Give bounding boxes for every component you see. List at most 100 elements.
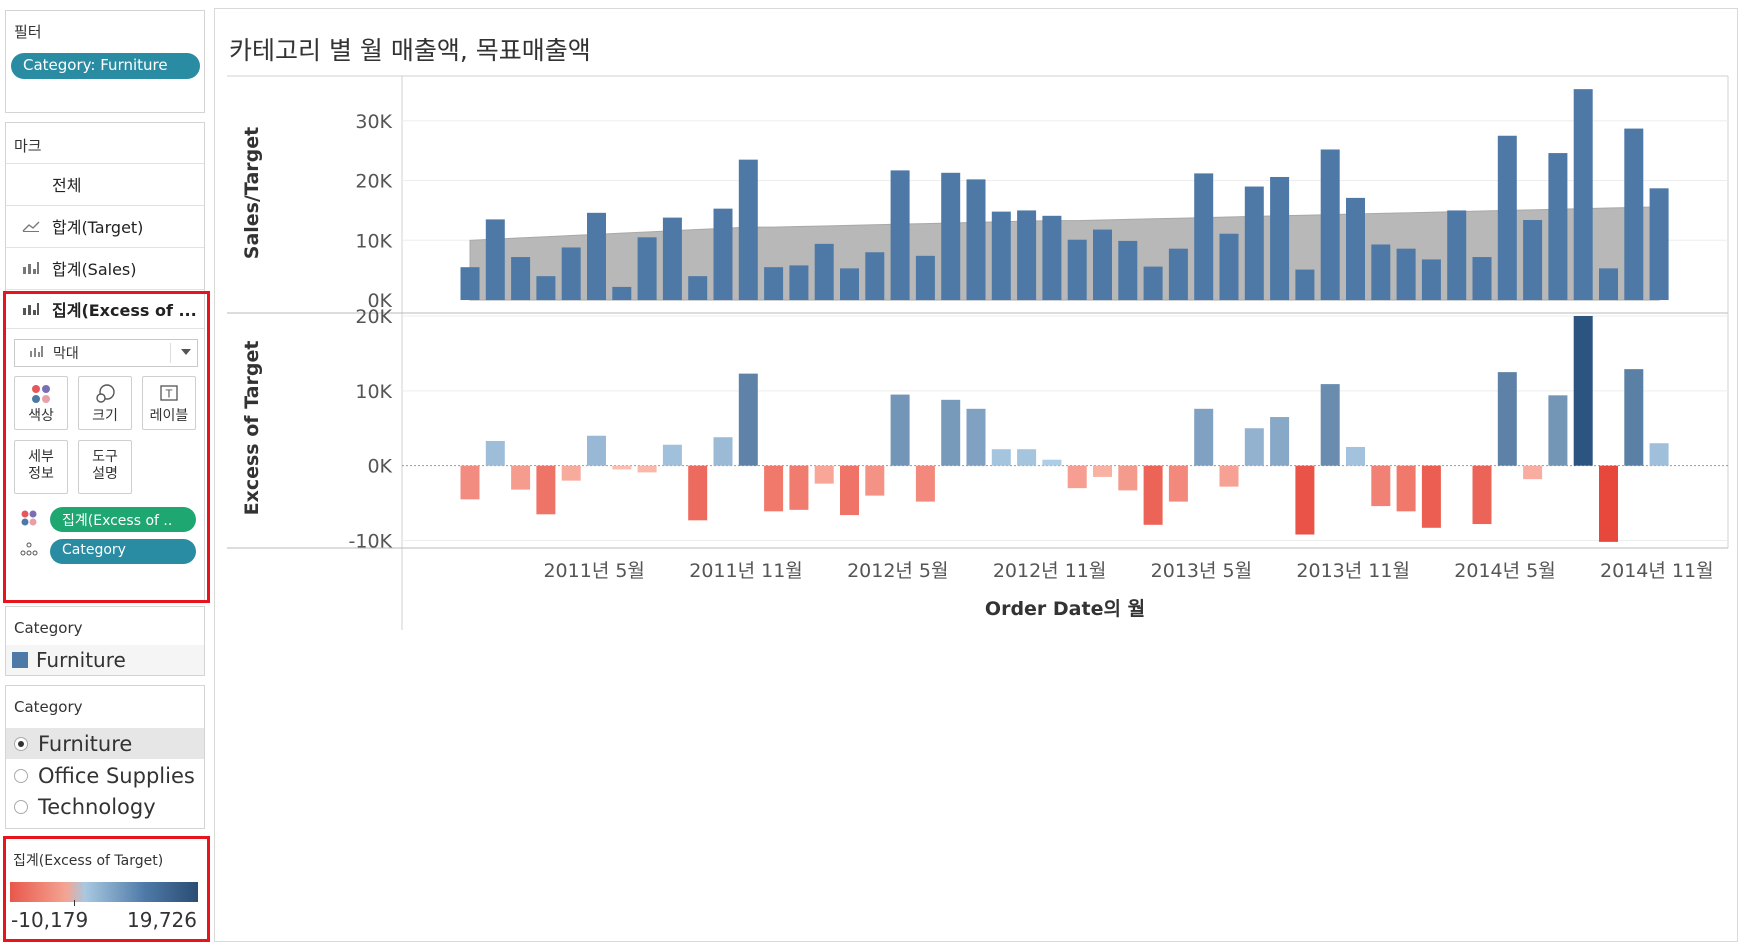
radio-dot-selected: [14, 736, 28, 751]
color-button[interactable]: 색상: [14, 376, 68, 430]
detail-button-label: 세부 정보: [15, 449, 67, 483]
excess-bar: [1017, 449, 1037, 466]
excess-bar: [814, 465, 834, 484]
label-button-label: 레이블: [149, 408, 189, 424]
sales-bar: [1320, 149, 1340, 301]
excess-bar: [1118, 465, 1138, 491]
mark-type-value: 막대: [53, 346, 79, 362]
detail-button[interactable]: 세부 정보: [14, 440, 68, 494]
color-dots-icon: [15, 383, 67, 405]
size-circles-icon: [79, 383, 131, 405]
excess-bar: [1244, 428, 1264, 466]
excess-bar: [966, 408, 986, 466]
x-tick-label: 2014년 5월: [1454, 560, 1555, 582]
bottom-y-tick-label: 20K: [355, 306, 392, 328]
sales-bar: [890, 170, 910, 301]
marks-title: 마크: [14, 137, 42, 155]
sales-bar: [561, 247, 581, 301]
excess-bar: [1194, 408, 1214, 466]
excess-bar: [1548, 395, 1568, 466]
label-button[interactable]: T 레이블: [142, 376, 196, 430]
top-y-tick-label: 30K: [355, 111, 392, 133]
sales-bar: [662, 217, 682, 301]
sales-bar: [1599, 268, 1618, 301]
bar-mark-icon: [21, 301, 43, 317]
excess-bar: [1421, 465, 1441, 528]
marks-row-target[interactable]: 합계(Target): [6, 205, 204, 245]
excess-bar: [764, 465, 784, 512]
sales-bar: [941, 172, 961, 301]
color-pill-excess[interactable]: 집계(Excess of ..: [50, 507, 196, 532]
tooltip-line2: 설명: [92, 466, 118, 482]
x-tick-label: 2011년 5월: [543, 560, 644, 582]
sales-bar: [1168, 248, 1188, 301]
sales-bar: [587, 212, 606, 301]
bottom-y-tick-label: 10K: [355, 381, 392, 403]
excess-bar: [865, 465, 885, 496]
sales-bar: [738, 159, 758, 301]
excess-bar: [587, 435, 606, 466]
x-tick-label: 2012년 5월: [847, 560, 948, 582]
size-button[interactable]: 크기: [78, 376, 132, 430]
sales-bar: [1497, 135, 1517, 301]
furniture-swatch: [12, 652, 28, 668]
excess-bar: [511, 465, 531, 490]
dropdown-divider: [170, 343, 171, 363]
excess-bar: [789, 465, 809, 510]
excess-bar: [890, 394, 910, 466]
sales-bar: [713, 208, 733, 301]
excess-bar: [612, 465, 632, 470]
sales-bar: [511, 257, 531, 301]
gradient-zero-tick: [74, 900, 75, 906]
marks-all-label: 전체: [52, 175, 82, 195]
sales-bar: [1270, 176, 1290, 301]
filter-pill-category[interactable]: Category: Furniture: [11, 53, 200, 79]
x-tick-label: 2013년 11월: [1296, 560, 1410, 582]
sales-bar: [485, 219, 505, 301]
sales-bar: [1447, 210, 1467, 301]
text-label-icon: T: [143, 383, 195, 405]
gradient-bar[interactable]: [10, 882, 198, 902]
sales-bar: [1118, 240, 1138, 301]
sales-bar: [1346, 197, 1365, 301]
marks-row-sales[interactable]: 합계(Sales): [6, 247, 204, 287]
detail-pill-category[interactable]: Category: [50, 539, 196, 564]
sales-bar: [460, 267, 480, 301]
sales-bar: [1194, 173, 1214, 301]
excess-bar: [1573, 316, 1593, 466]
x-tick-label: 2011년 11월: [689, 560, 803, 582]
sales-bar: [1219, 233, 1239, 301]
excess-color-legend: 집계(Excess of Target) -10,179 19,726: [5, 838, 205, 938]
category-legend-item[interactable]: Furniture: [6, 645, 204, 675]
size-button-label: 크기: [92, 408, 118, 424]
sales-bar: [1244, 186, 1264, 301]
radio-technology[interactable]: Technology: [6, 791, 204, 822]
sales-bar: [915, 255, 935, 301]
category-legend-item-label: Furniture: [36, 648, 126, 672]
excess-bar: [1168, 465, 1188, 502]
excess-bar: [1599, 465, 1618, 542]
radio-furniture[interactable]: Furniture: [6, 728, 204, 759]
sales-bar: [536, 276, 556, 301]
sales-bar: [1295, 269, 1315, 301]
marks-row-excess[interactable]: 집계(Excess of ...: [6, 289, 204, 329]
excess-bar: [1649, 443, 1669, 466]
sales-bar: [991, 211, 1011, 301]
sales-bar: [865, 252, 885, 301]
excess-bar: [1295, 465, 1315, 535]
chevron-down-icon: [181, 349, 191, 355]
marks-row-all[interactable]: 전체: [6, 163, 204, 203]
color-button-label: 색상: [28, 408, 54, 424]
tooltip-button[interactable]: 도구 설명: [78, 440, 132, 494]
radio-office-supplies[interactable]: Office Supplies: [6, 760, 204, 791]
mark-type-dropdown[interactable]: 막대: [14, 339, 198, 367]
tooltip-line1: 도구: [92, 449, 118, 465]
excess-bar: [1219, 465, 1239, 487]
excess-bar: [1472, 465, 1492, 525]
sales-bar: [814, 243, 834, 301]
sales-bar: [966, 179, 986, 301]
top-y-tick-label: 20K: [355, 171, 392, 193]
excess-bar: [637, 465, 657, 473]
radio-dot: [14, 799, 28, 814]
excess-bar: [1497, 372, 1517, 466]
